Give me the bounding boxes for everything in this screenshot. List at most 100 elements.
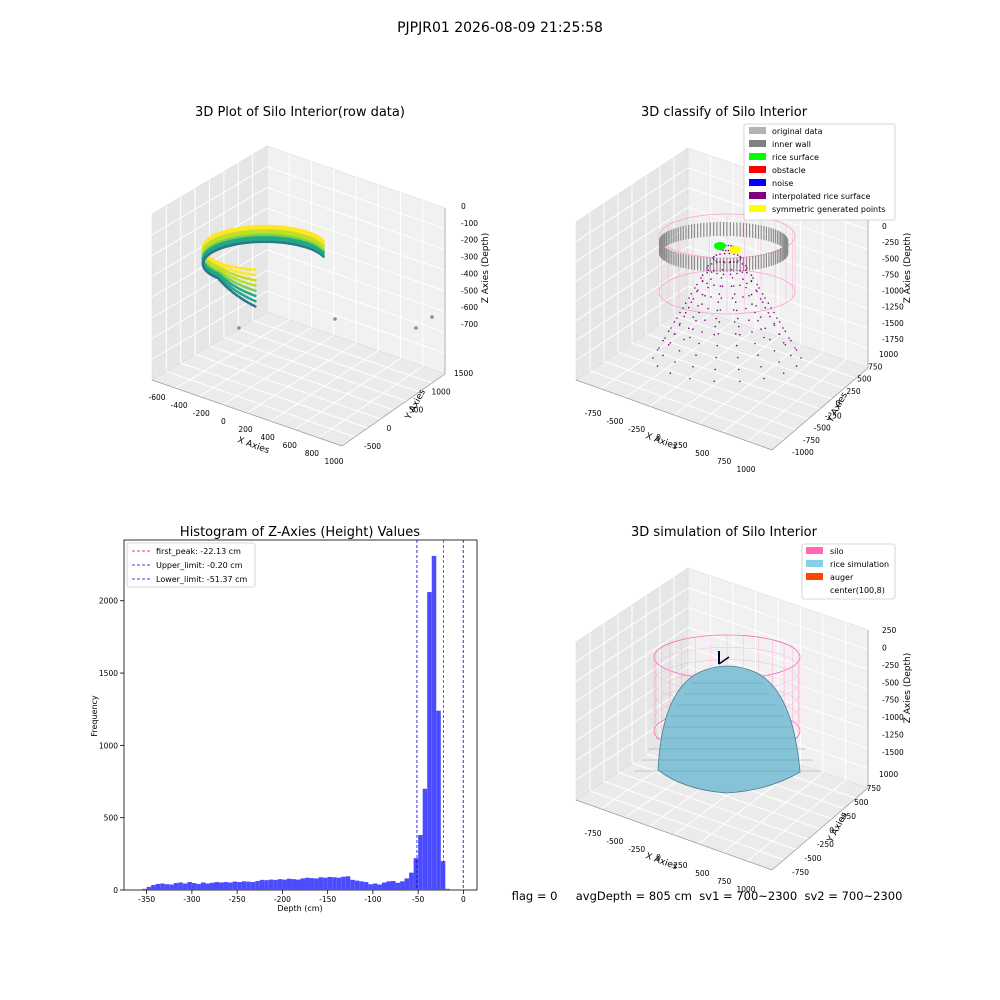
panel2-wall-point	[673, 251, 675, 266]
panel3-bar	[268, 879, 274, 890]
panel2-interp-point	[773, 324, 776, 327]
panel3-x-tick-label: -200	[274, 895, 291, 904]
panel3-bar	[259, 879, 265, 890]
panel2-wall-point	[691, 224, 693, 239]
panel2-interp-point	[690, 293, 693, 295]
panel1-points	[201, 224, 434, 330]
panel2-interp-point	[730, 269, 733, 271]
panel2-legend-label: inner wall	[772, 140, 811, 149]
panel3-vlines	[416, 540, 464, 890]
panel2-interp-point	[715, 260, 718, 262]
panel2-wall-point	[726, 222, 728, 236]
panel2-interp-point	[736, 260, 739, 262]
panel2-interp-point	[731, 297, 734, 299]
panel1-point	[322, 255, 325, 258]
panel4-z-tick-label: -250	[882, 661, 899, 670]
panel2-wall-point	[667, 231, 669, 245]
panel2-wall-point	[723, 258, 725, 272]
panel2-interp-point	[795, 349, 798, 351]
panel2-legend-label: symmetric generated points	[772, 205, 885, 214]
panel2-interp-point	[736, 272, 738, 275]
panel1-point	[322, 250, 325, 254]
panel2-interp-point	[748, 319, 750, 322]
panel2-interp-point	[761, 293, 764, 295]
panel1-z-tick-label: 0	[461, 202, 466, 211]
panel3-bar	[422, 788, 428, 890]
panel3-bar	[445, 888, 450, 890]
panel1-x-tick-label: 200	[238, 425, 253, 434]
panel4-xlabel: X Axies	[644, 851, 679, 872]
panel1-x-tick-label: -200	[193, 409, 210, 418]
panel2-legend-swatch	[749, 205, 766, 212]
panel3-bar	[187, 882, 192, 890]
panel2-wall-point	[697, 223, 699, 238]
panel4-y-tick-label: 0	[829, 826, 834, 835]
panel3-x-tick-label: 0	[461, 895, 466, 904]
panel2-symmetric-points	[729, 246, 741, 254]
panel2-interp-point	[763, 336, 765, 339]
panel3-bar	[354, 880, 360, 890]
panel3-bar	[255, 881, 260, 890]
panel2-wall-point	[713, 257, 715, 272]
panel4-y-tick-label: 500	[854, 798, 869, 807]
panel2-interp-point	[701, 303, 703, 305]
panel2-interp-point	[710, 263, 713, 265]
panel2-wall-point	[783, 245, 786, 260]
panel2-wall-point	[733, 222, 735, 237]
panel4-legend-swatch	[806, 547, 823, 554]
panel2-interp-point	[719, 285, 722, 287]
panel3-y-tick-label: 500	[104, 814, 119, 823]
panel1-x-tick-label: 0	[221, 417, 226, 426]
panel3-bar	[241, 881, 247, 890]
panel2-interp-point	[719, 261, 721, 263]
panel2-interp-point	[710, 271, 713, 273]
panel2-wall-point	[757, 224, 760, 239]
panel2-interp-point	[676, 317, 678, 319]
panel3-bar	[173, 883, 179, 890]
panel2-interp-point	[756, 290, 758, 293]
panel2-zlabel: Z Axies (Depth)	[903, 233, 913, 304]
panel1-point	[322, 252, 325, 256]
panel2-legend-box	[743, 123, 896, 221]
panel2-wall-point	[745, 256, 748, 271]
panel2-y-tick-label: 750	[868, 362, 883, 371]
panel1-z-tick-label: -400	[461, 269, 478, 278]
panel2-wall-point	[780, 248, 782, 263]
panel2-wall-point	[785, 243, 787, 258]
panel3-bar	[291, 879, 296, 890]
panel2-wall-point	[682, 254, 684, 268]
panel4-z-tick-label: -1000	[882, 713, 904, 722]
panel2-wall-point	[703, 222, 705, 237]
panel2-interp-point	[704, 295, 706, 297]
panel2-interp-point	[695, 320, 697, 322]
figure-suptitle: PJPJR01 2026-08-09 21:25:58	[397, 20, 603, 36]
panel2-z-tick-label: -1750	[882, 335, 904, 344]
panel2-wall-point	[783, 234, 786, 249]
panel1-point	[414, 326, 418, 330]
panel3-bar	[146, 886, 152, 890]
panel2-wall-point	[716, 257, 718, 272]
panel2-interp-point	[788, 337, 790, 339]
panel2-z-tick-label: -750	[882, 270, 899, 279]
panel2-wall-point	[688, 224, 690, 239]
panel4-y-tick-label: 750	[867, 784, 882, 793]
panel3-bar	[169, 884, 174, 890]
panel2-interp-point	[720, 297, 723, 299]
panel2-interp-point	[727, 249, 730, 252]
panel1-y-tick-label: -500	[364, 442, 381, 451]
panel3-bar	[219, 882, 224, 890]
panel2-interp-point	[737, 317, 739, 320]
panel2-wall-point	[772, 228, 774, 243]
panel2-y-tick-label: -1000	[792, 448, 814, 457]
panel2-interp-point	[716, 344, 719, 347]
panel2-wall-point	[729, 257, 731, 272]
panel2-interp-point	[767, 302, 770, 305]
panel4-z-tick-label: 0	[882, 643, 887, 652]
panel2-wall-point	[709, 257, 711, 272]
panel4-auger-arm	[718, 656, 730, 665]
panel1-z-tick-label: -300	[461, 253, 478, 262]
panel2-wall-point	[778, 249, 780, 263]
panel2-interp-point	[718, 293, 721, 295]
panel2-interp-point	[656, 365, 659, 367]
panel2-interp-point	[739, 380, 741, 383]
